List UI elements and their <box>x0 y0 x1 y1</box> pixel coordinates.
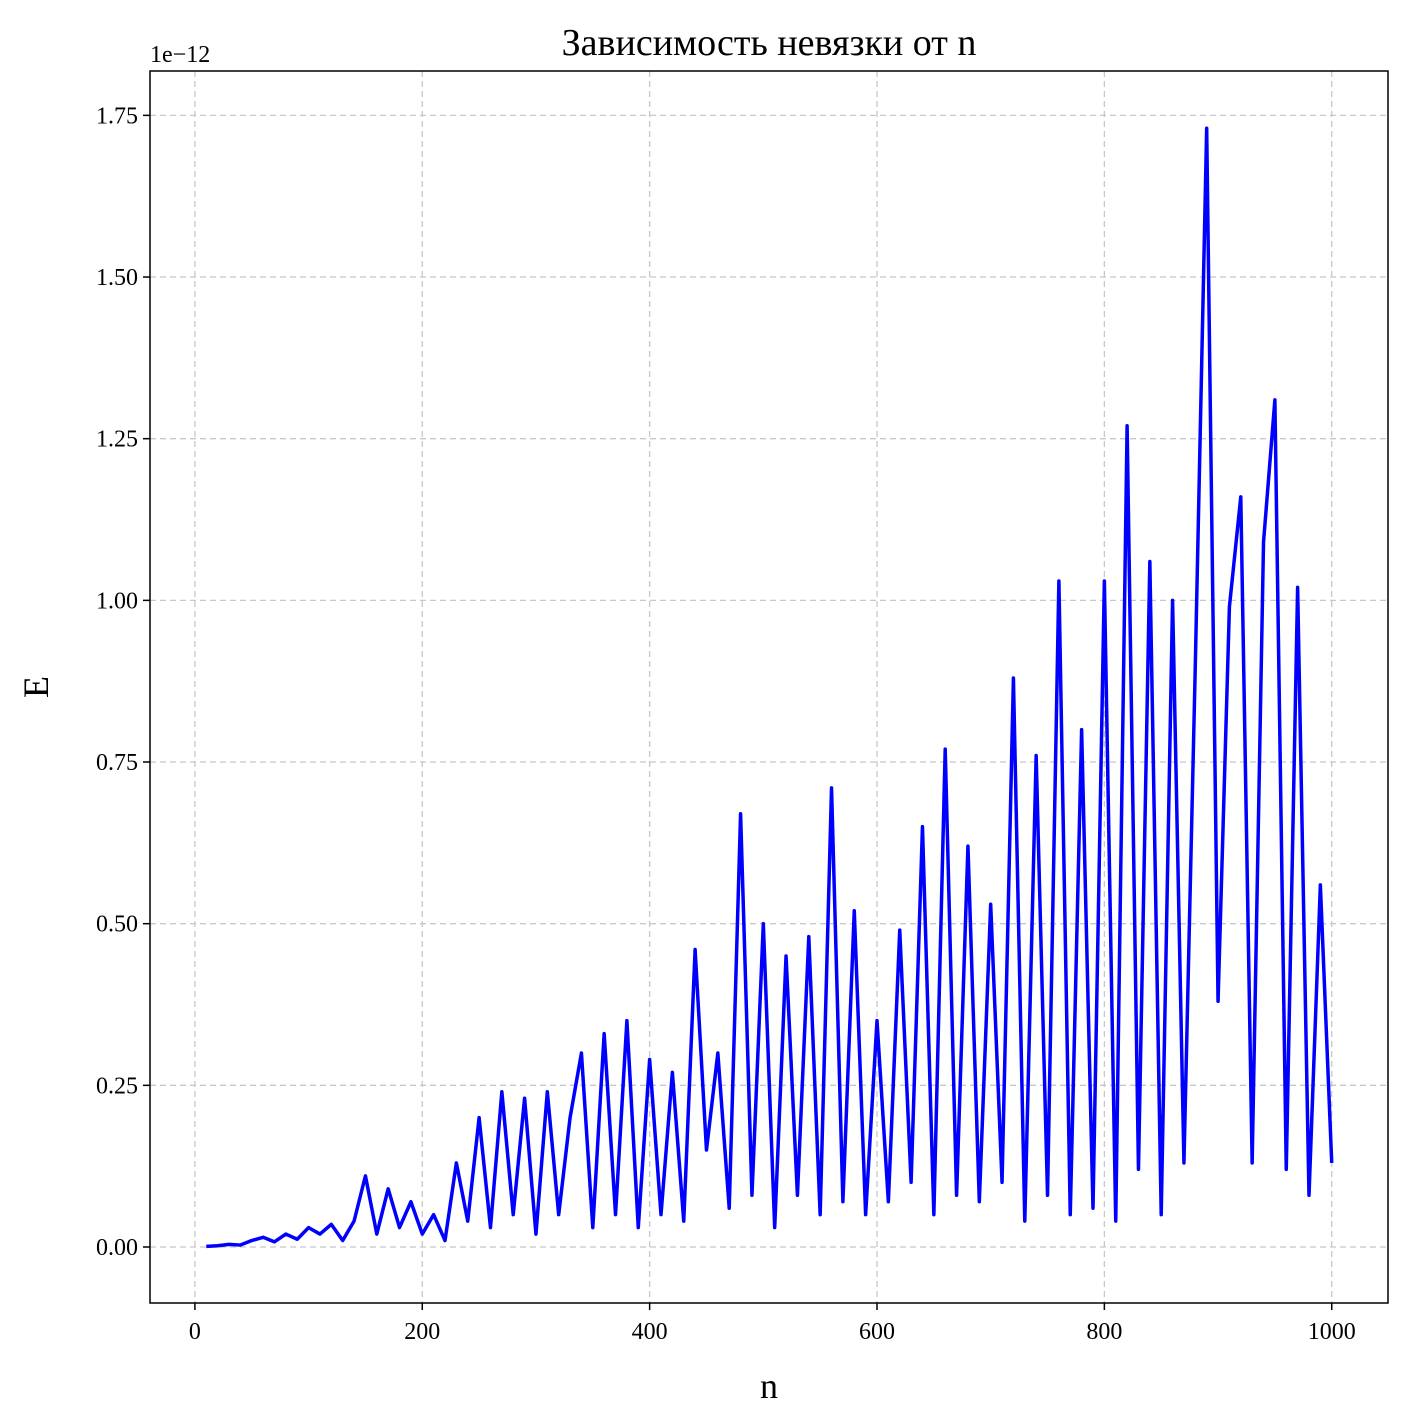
y-tick-label: 0.50 <box>96 912 138 938</box>
y-tick-label: 0.00 <box>96 1235 138 1261</box>
data-line <box>206 126 1334 1249</box>
y-axis-label: E <box>16 676 56 698</box>
y-tick-label: 0.25 <box>96 1073 138 1099</box>
plot-frame <box>149 70 1389 1304</box>
y-tick-label: 1.75 <box>96 103 138 129</box>
y-tick-label: 1.00 <box>96 588 138 614</box>
x-tick-label: 1000 <box>1308 1319 1356 1345</box>
x-tick-label: 200 <box>404 1319 440 1345</box>
x-tick-label: 400 <box>632 1319 668 1345</box>
x-tick-label: 800 <box>1086 1319 1122 1345</box>
chart-title: Зависимость невязки от n <box>562 22 977 64</box>
x-tick-label: 0 <box>189 1319 201 1345</box>
y-tick-label: 1.50 <box>96 265 138 291</box>
y-tick-label: 0.75 <box>96 750 138 776</box>
y-offset-label: 1e−12 <box>150 42 210 68</box>
x-tick-label: 600 <box>859 1319 895 1345</box>
x-axis-label: n <box>760 1366 778 1406</box>
y-tick-label: 1.25 <box>96 427 138 453</box>
